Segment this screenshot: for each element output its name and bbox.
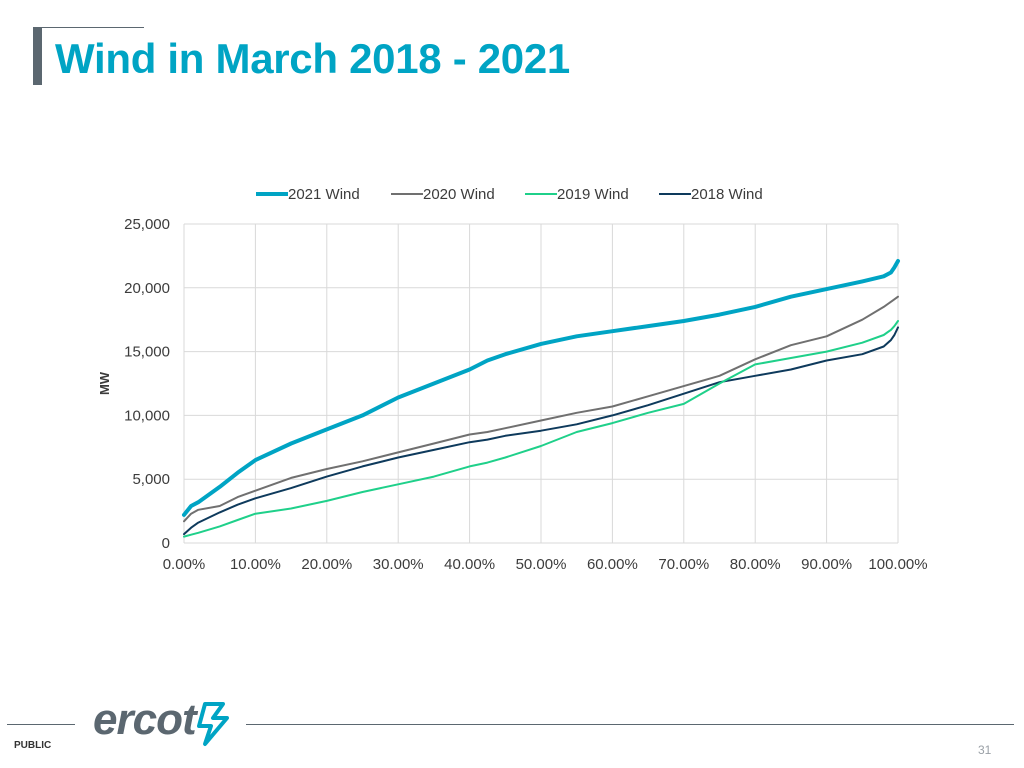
y-tick-label: 10,000 [124, 407, 170, 424]
x-tick-label: 80.00% [730, 556, 781, 573]
series-line-2019-wind [183, 320, 899, 538]
x-tick-label: 30.00% [373, 556, 424, 573]
x-tick-label: 10.00% [230, 556, 281, 573]
y-axis-title: MW [97, 371, 112, 395]
y-axis-ticks: 0 5,000 10,000 15,000 20,000 25,000 [124, 216, 170, 552]
y-tick-label: 25,000 [124, 216, 170, 233]
x-tick-label: 70.00% [658, 556, 709, 573]
title-accent-bar [33, 27, 42, 85]
ercot-logo-text: ercot [93, 698, 199, 744]
y-tick-label: 20,000 [124, 280, 170, 297]
ercot-logo: ercot [93, 698, 229, 746]
x-tick-label: 100.00% [868, 556, 927, 573]
x-tick-label: 50.00% [516, 556, 567, 573]
legend-label: 2019 Wind [557, 186, 629, 203]
y-tick-label: 15,000 [124, 344, 170, 361]
legend-label: 2021 Wind [288, 186, 360, 203]
title-rule [34, 27, 144, 28]
x-tick-label: 20.00% [301, 556, 352, 573]
y-tick-label: 0 [162, 535, 170, 552]
y-tick-label: 5,000 [132, 471, 170, 488]
x-tick-label: 0.00% [163, 556, 206, 573]
gridlines [183, 223, 899, 544]
x-axis-ticks: 0.00% 10.00% 20.00% 30.00% 40.00% 50.00% 60.00… [163, 556, 928, 573]
classification-label: PUBLIC [14, 740, 52, 751]
page-number: 31 [978, 743, 992, 757]
series-line-2021-wind [182, 259, 900, 517]
footer-rule-right [246, 724, 1014, 725]
series-line-2018-wind [183, 326, 899, 536]
x-tick-label: 40.00% [444, 556, 495, 573]
legend-label: 2020 Wind [423, 186, 495, 203]
x-tick-label: 90.00% [801, 556, 852, 573]
ercot-bolt-icon [197, 702, 229, 746]
slide-title: Wind in March 2018 - 2021 [55, 35, 570, 82]
legend-label: 2018 Wind [691, 186, 763, 203]
x-tick-label: 60.00% [587, 556, 638, 573]
legend: 2021 Wind 2020 Wind 2019 Wind 2018 Wind [256, 186, 763, 203]
series-lines [182, 259, 900, 538]
series-line-2020-wind [183, 295, 899, 523]
footer-rule-left [7, 724, 75, 725]
